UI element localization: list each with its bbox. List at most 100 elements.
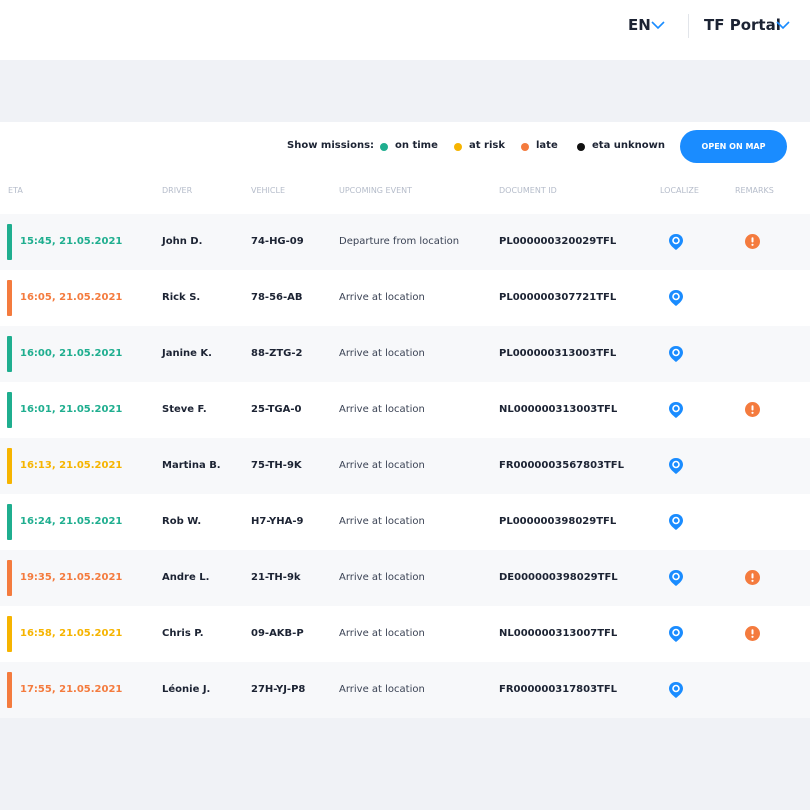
document-id: PL000000320029TFL	[499, 236, 617, 247]
column-header: DOCUMENT ID	[499, 186, 557, 195]
pin	[669, 514, 683, 530]
eta: 16:01, 21.05.2021	[20, 404, 123, 415]
driver: Rob W.	[162, 516, 202, 527]
warning	[745, 402, 760, 417]
vehicle: 09-AKB-P	[251, 628, 304, 639]
eta: 16:58, 21.05.2021	[20, 628, 123, 639]
pin	[669, 570, 683, 586]
separator	[688, 14, 689, 38]
pin	[669, 458, 683, 474]
legend-dot	[521, 143, 529, 151]
legend-label[interactable]: on time	[395, 140, 438, 151]
pin	[669, 290, 683, 306]
top-bar: EN TF Portal	[0, 0, 810, 60]
document-id: FR0000003567803TFL	[499, 460, 625, 471]
localize-icon[interactable]	[668, 345, 684, 363]
portal-selector[interactable]: TF Portal	[704, 16, 781, 34]
localize-icon[interactable]	[668, 681, 684, 699]
status-bar	[7, 336, 12, 372]
document-id: NL000000313007TFL	[499, 628, 618, 639]
upcoming-event: Arrive at location	[339, 572, 425, 583]
upcoming-event: Arrive at location	[339, 516, 425, 527]
upcoming-event: Arrive at location	[339, 628, 425, 639]
eta: 15:45, 21.05.2021	[20, 236, 123, 247]
driver: Martina B.	[162, 460, 221, 471]
vehicle: 27H-YJ-P8	[251, 684, 306, 695]
column-header: UPCOMING EVENT	[339, 186, 413, 195]
remark-icon[interactable]	[745, 570, 760, 585]
vehicle: 88-ZTG-2	[251, 348, 303, 359]
status-bar	[7, 448, 12, 484]
warning	[745, 234, 760, 249]
column-header: LOCALIZE	[660, 186, 699, 195]
vehicle: H7-YHA-9	[251, 516, 304, 527]
legend-dot	[454, 143, 462, 151]
status-bar	[7, 280, 12, 316]
remark-icon[interactable]	[745, 234, 760, 249]
status-bar	[7, 616, 12, 652]
remark-icon[interactable]	[745, 626, 760, 641]
open-map-button[interactable]: OPEN ON MAP	[680, 130, 787, 163]
driver: Steve F.	[162, 404, 207, 415]
warning	[745, 626, 760, 641]
driver: John D.	[162, 236, 203, 247]
eta: 16:24, 21.05.2021	[20, 516, 123, 527]
upcoming-event: Arrive at location	[339, 460, 425, 471]
status-bar	[7, 560, 12, 596]
vehicle: 25-TGA-0	[251, 404, 302, 415]
eta: 17:55, 21.05.2021	[20, 684, 123, 695]
localize-icon[interactable]	[668, 569, 684, 587]
document-id: PL000000398029TFL	[499, 516, 617, 527]
localize-icon[interactable]	[668, 457, 684, 475]
driver: Rick S.	[162, 292, 201, 303]
eta: 19:35, 21.05.2021	[20, 572, 123, 583]
localize-icon[interactable]	[668, 401, 684, 419]
vehicle: 74-HG-09	[251, 236, 304, 247]
chevron	[776, 21, 790, 30]
status-bar	[7, 392, 12, 428]
legend-label[interactable]: late	[536, 140, 558, 151]
chevron	[651, 21, 665, 30]
legend-label[interactable]: at risk	[469, 140, 505, 151]
pin	[669, 346, 683, 362]
vehicle: 21-TH-9k	[251, 572, 301, 583]
document-id: PL000000307721TFL	[499, 292, 617, 303]
eta: 16:05, 21.05.2021	[20, 292, 123, 303]
driver: Andre L.	[162, 572, 210, 583]
localize-icon[interactable]	[668, 233, 684, 251]
document-id: PL000000313003TFL	[499, 348, 617, 359]
vehicle: 75-TH-9K	[251, 460, 302, 471]
document-id: FR000000317803TFL	[499, 684, 618, 695]
eta: 16:13, 21.05.2021	[20, 460, 123, 471]
document-id: DE000000398029TFL	[499, 572, 618, 583]
warning	[745, 570, 760, 585]
legend-title: Show missions:	[287, 140, 375, 151]
localize-icon[interactable]	[668, 289, 684, 307]
eta: 16:00, 21.05.2021	[20, 348, 123, 359]
driver: Janine K.	[162, 348, 212, 359]
pin	[669, 402, 683, 418]
legend-label[interactable]: eta unknown	[592, 140, 666, 151]
upcoming-event: Arrive at location	[339, 292, 425, 303]
pin	[669, 682, 683, 698]
language-selector[interactable]: EN	[628, 16, 651, 34]
column-header: REMARKS	[735, 186, 774, 195]
column-header: DRIVER	[162, 186, 193, 195]
remark-icon[interactable]	[745, 402, 760, 417]
localize-icon[interactable]	[668, 513, 684, 531]
legend-dot	[380, 143, 388, 151]
column-header: ETA	[8, 186, 23, 195]
status-bar	[7, 224, 12, 260]
driver: Léonie J.	[162, 684, 211, 695]
upcoming-event: Arrive at location	[339, 348, 425, 359]
localize-icon[interactable]	[668, 625, 684, 643]
vehicle: 78-56-AB	[251, 292, 303, 303]
upcoming-event: Arrive at location	[339, 684, 425, 695]
status-bar	[7, 504, 12, 540]
status-bar	[7, 672, 12, 708]
upcoming-event: Departure from location	[339, 236, 460, 247]
legend-dot	[577, 143, 585, 151]
upcoming-event: Arrive at location	[339, 404, 425, 415]
pin	[669, 234, 683, 250]
